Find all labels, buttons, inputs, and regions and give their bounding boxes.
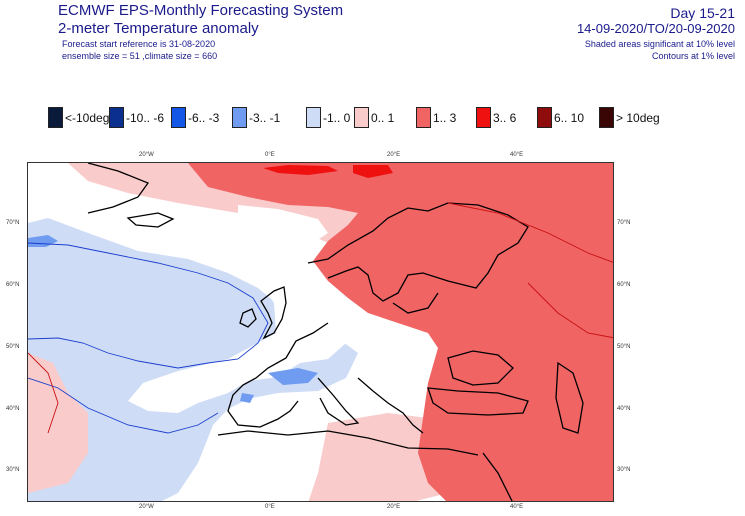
lat-tick-right-70n: 70°N	[617, 220, 631, 226]
legend-label: <-10deg	[65, 111, 110, 125]
significance-shaded-note: Shaded areas significant at 10% level	[584, 39, 735, 49]
legend-label: > 10deg	[616, 111, 660, 125]
coast-italy	[317, 377, 360, 426]
coast-ireland	[239, 308, 257, 328]
lat-tick-left-70n: 70°N	[6, 220, 20, 226]
legend-swatch	[48, 107, 63, 128]
neutral-zone	[128, 203, 348, 413]
coast-greenland	[87, 163, 150, 214]
lat-tick-left-40n: 40°N	[6, 406, 20, 412]
legend-swatch	[476, 107, 491, 128]
legend-swatch	[109, 107, 124, 128]
legend-swatch	[599, 107, 614, 128]
lon-tick-bottom-0e: 0°E	[265, 504, 275, 510]
light-blue-anomaly-west	[28, 218, 358, 501]
legend-swatch	[232, 107, 247, 128]
pink-anomaly-west-edge	[28, 353, 88, 493]
legend-label: -6.. -3	[188, 111, 220, 125]
color-legend: <-10deg -10.. -6 -6.. -3 -3.. -1 -1.. 0 0.. 1…	[48, 107, 688, 129]
chart-title: ECMWF EPS-Monthly Forecasting System	[58, 2, 344, 19]
lon-tick-top-40e: 40°E	[510, 152, 524, 158]
legend-swatch	[537, 107, 552, 128]
day-range: Day 15-21	[670, 5, 735, 21]
date-range: 14-09-2020/TO/20-09-2020	[576, 21, 735, 36]
lat-tick-right-50n: 50°N	[617, 344, 631, 350]
legend-label: 3.. 6	[493, 111, 517, 125]
ensemble-info: ensemble size = 51 ,climate size = 660	[62, 51, 218, 61]
coast-british-isles	[260, 286, 287, 340]
mid-blue-iberia	[240, 393, 254, 403]
coast-turkey	[427, 387, 529, 416]
legend-swatch	[171, 107, 186, 128]
legend-label: -3.. -1	[249, 111, 281, 125]
legend-label: -1.. 0	[323, 111, 351, 125]
legend-swatch	[306, 107, 321, 128]
coast-scandinavia	[307, 202, 529, 302]
blue-contour-atlantic	[28, 242, 269, 369]
lat-tick-right-30n: 30°N	[617, 467, 631, 473]
forecast-reference: Forecast start reference is 31-08-2020	[62, 39, 216, 49]
red-anomaly-east	[188, 163, 613, 501]
red-contour-southeast	[527, 282, 613, 339]
lat-tick-left-50n: 50°N	[6, 344, 20, 350]
neutral-wedge-north	[238, 205, 328, 243]
lat-tick-right-40n: 40°N	[617, 406, 631, 412]
bright-red-spot-northeast	[353, 165, 393, 178]
coast-europe-west	[227, 322, 329, 428]
lat-tick-left-60n: 60°N	[6, 282, 20, 288]
lat-tick-left-30n: 30°N	[6, 467, 20, 473]
lat-tick-right-60n: 60°N	[617, 282, 631, 288]
legend-label: 6.. 10	[554, 111, 585, 125]
mid-blue-alps	[268, 368, 318, 385]
blue-contour-south	[28, 377, 219, 434]
red-contour-east	[447, 202, 613, 263]
coast-caspian	[555, 361, 584, 434]
coast-black-sea	[447, 350, 514, 386]
lon-tick-bottom-20e: 20°E	[387, 504, 401, 510]
legend-label: -10.. -6	[126, 111, 165, 125]
lon-tick-bottom-40e: 40°E	[510, 504, 524, 510]
lon-tick-bottom-20w: 20°W	[139, 504, 154, 510]
red-contour-west	[28, 352, 59, 434]
temperature-anomaly-map	[28, 163, 613, 501]
red-contours	[28, 202, 613, 434]
coast-iceland	[126, 212, 175, 228]
lon-tick-top-0e: 0°E	[265, 152, 275, 158]
bright-red-spot-north	[263, 165, 338, 175]
legend-swatch	[416, 107, 431, 128]
coast-baltic	[392, 292, 439, 314]
map-frame	[27, 162, 614, 502]
coast-red-sea	[482, 452, 513, 501]
coast-north-africa	[217, 430, 479, 456]
legend-swatch	[354, 107, 369, 128]
legend-label: 0.. 1	[371, 111, 395, 125]
chart-subtitle: 2-meter Temperature anomaly	[58, 20, 259, 37]
significance-contour-note: Contours at 1% level	[651, 51, 735, 61]
blue-contours	[28, 242, 269, 434]
coastlines	[87, 163, 584, 501]
coast-balkans	[357, 377, 424, 434]
lon-tick-top-20e: 20°E	[387, 152, 401, 158]
legend-label: 1.. 3	[433, 111, 457, 125]
lon-tick-top-20w: 20°W	[139, 152, 154, 158]
